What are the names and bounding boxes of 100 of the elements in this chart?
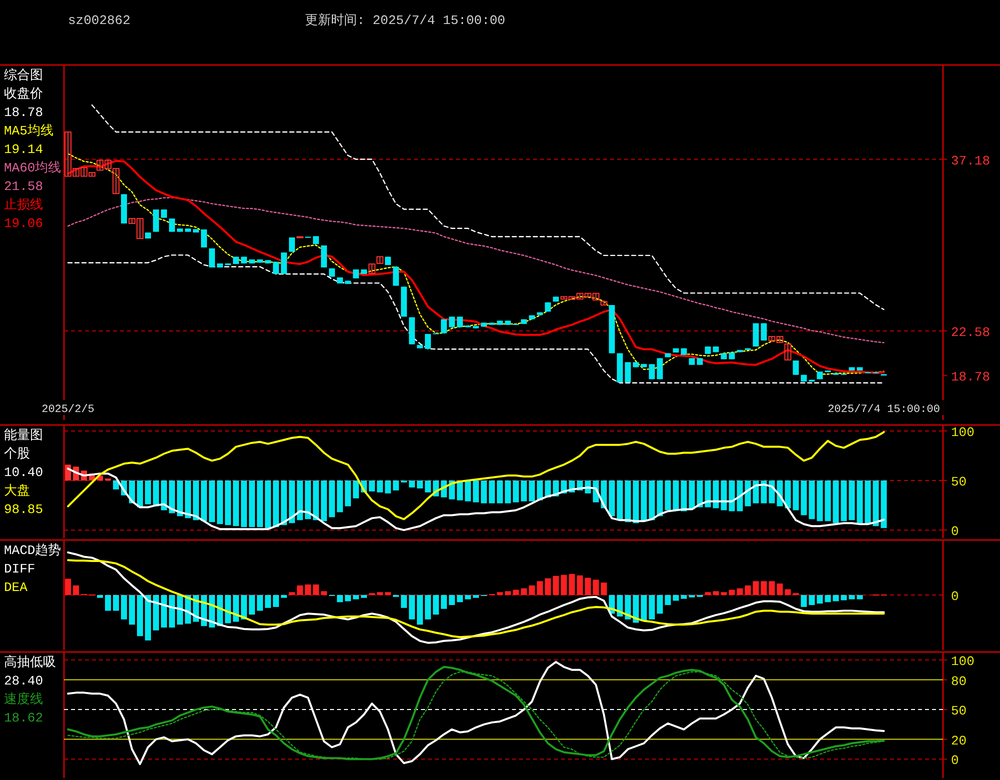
bar	[312, 480, 319, 520]
bar	[680, 595, 687, 599]
bar	[640, 595, 647, 622]
bar	[384, 592, 391, 595]
bar	[704, 592, 711, 595]
bar	[784, 589, 791, 595]
bar	[520, 588, 527, 595]
bar	[376, 480, 383, 492]
bar	[136, 595, 143, 636]
bar	[712, 480, 719, 508]
bar	[536, 480, 543, 500]
bar	[512, 480, 519, 502]
bar	[496, 480, 503, 504]
bar	[544, 578, 551, 595]
bar	[232, 480, 239, 526]
bar	[376, 592, 383, 595]
bar	[840, 480, 847, 522]
bar	[552, 576, 559, 595]
bar	[400, 595, 407, 608]
bar	[368, 480, 375, 492]
bar	[152, 595, 159, 630]
bar	[128, 595, 135, 625]
candlestick	[320, 244, 327, 268]
bar	[288, 480, 295, 524]
bar	[808, 480, 815, 520]
text: 19.14	[4, 142, 44, 157]
line-series	[67, 431, 885, 520]
bar	[408, 480, 415, 488]
bar	[600, 582, 607, 595]
y-tick-label: 0	[951, 524, 959, 540]
line-series	[91, 104, 884, 310]
bar	[816, 595, 823, 604]
candlestick	[168, 218, 175, 232]
bar	[744, 585, 751, 595]
bar	[104, 595, 111, 611]
bar	[760, 581, 767, 595]
bar	[512, 590, 519, 595]
bar	[144, 595, 151, 640]
bar	[160, 595, 167, 628]
bar	[568, 574, 575, 595]
bar	[256, 595, 263, 611]
y-tick-label: 22.58	[951, 324, 990, 340]
bar	[312, 584, 319, 595]
bar	[776, 584, 783, 595]
bar	[73, 585, 79, 595]
bar	[336, 595, 343, 602]
bar	[632, 595, 639, 623]
candlestick	[648, 364, 655, 380]
text: 18.78	[4, 105, 44, 120]
y-tick-label: 20	[951, 733, 967, 748]
bar	[360, 595, 367, 598]
y-tick-label: 80	[951, 674, 967, 689]
bar	[176, 595, 183, 625]
bar	[264, 595, 271, 608]
bar	[112, 480, 119, 490]
bar	[152, 480, 159, 506]
bar	[456, 595, 463, 602]
bar	[224, 595, 231, 624]
x-tick-label: 2025/7/4 15:00:00	[828, 404, 940, 416]
y-tick-label: 50	[951, 704, 967, 719]
line-series	[67, 254, 884, 384]
bar	[200, 480, 207, 522]
text: DIFF	[4, 562, 36, 576]
bar	[392, 480, 399, 490]
bar	[848, 595, 855, 600]
bar	[736, 480, 743, 512]
text: 98.85	[4, 502, 44, 517]
text: MA60均线	[4, 160, 62, 176]
bar	[344, 595, 351, 602]
bar	[672, 595, 679, 601]
bar	[752, 480, 759, 504]
bar	[120, 595, 127, 620]
bar	[384, 480, 391, 494]
candlestick	[424, 333, 431, 350]
bar	[712, 591, 719, 595]
bar	[800, 595, 807, 607]
candlestick	[784, 343, 792, 360]
bar	[496, 592, 503, 595]
bar	[560, 574, 567, 595]
chart-title: 高抽低吸	[4, 654, 56, 670]
bar	[344, 480, 351, 506]
text: 21.58	[4, 179, 44, 194]
bar	[880, 480, 887, 528]
candlestick	[208, 248, 215, 268]
bar	[176, 480, 183, 516]
bar	[824, 480, 831, 522]
bar	[808, 595, 815, 606]
bar	[864, 480, 871, 524]
bar	[872, 480, 879, 526]
bar	[856, 480, 863, 524]
candlestick	[656, 358, 663, 380]
bar	[824, 595, 831, 602]
bar	[640, 480, 647, 522]
bar	[256, 480, 263, 528]
bar	[800, 480, 807, 516]
text: 收盘价	[4, 86, 43, 102]
bar	[608, 480, 615, 516]
bar	[856, 595, 863, 600]
x-tick-label: 2025/2/5	[42, 404, 94, 416]
y-tick-label: 0	[951, 753, 959, 768]
